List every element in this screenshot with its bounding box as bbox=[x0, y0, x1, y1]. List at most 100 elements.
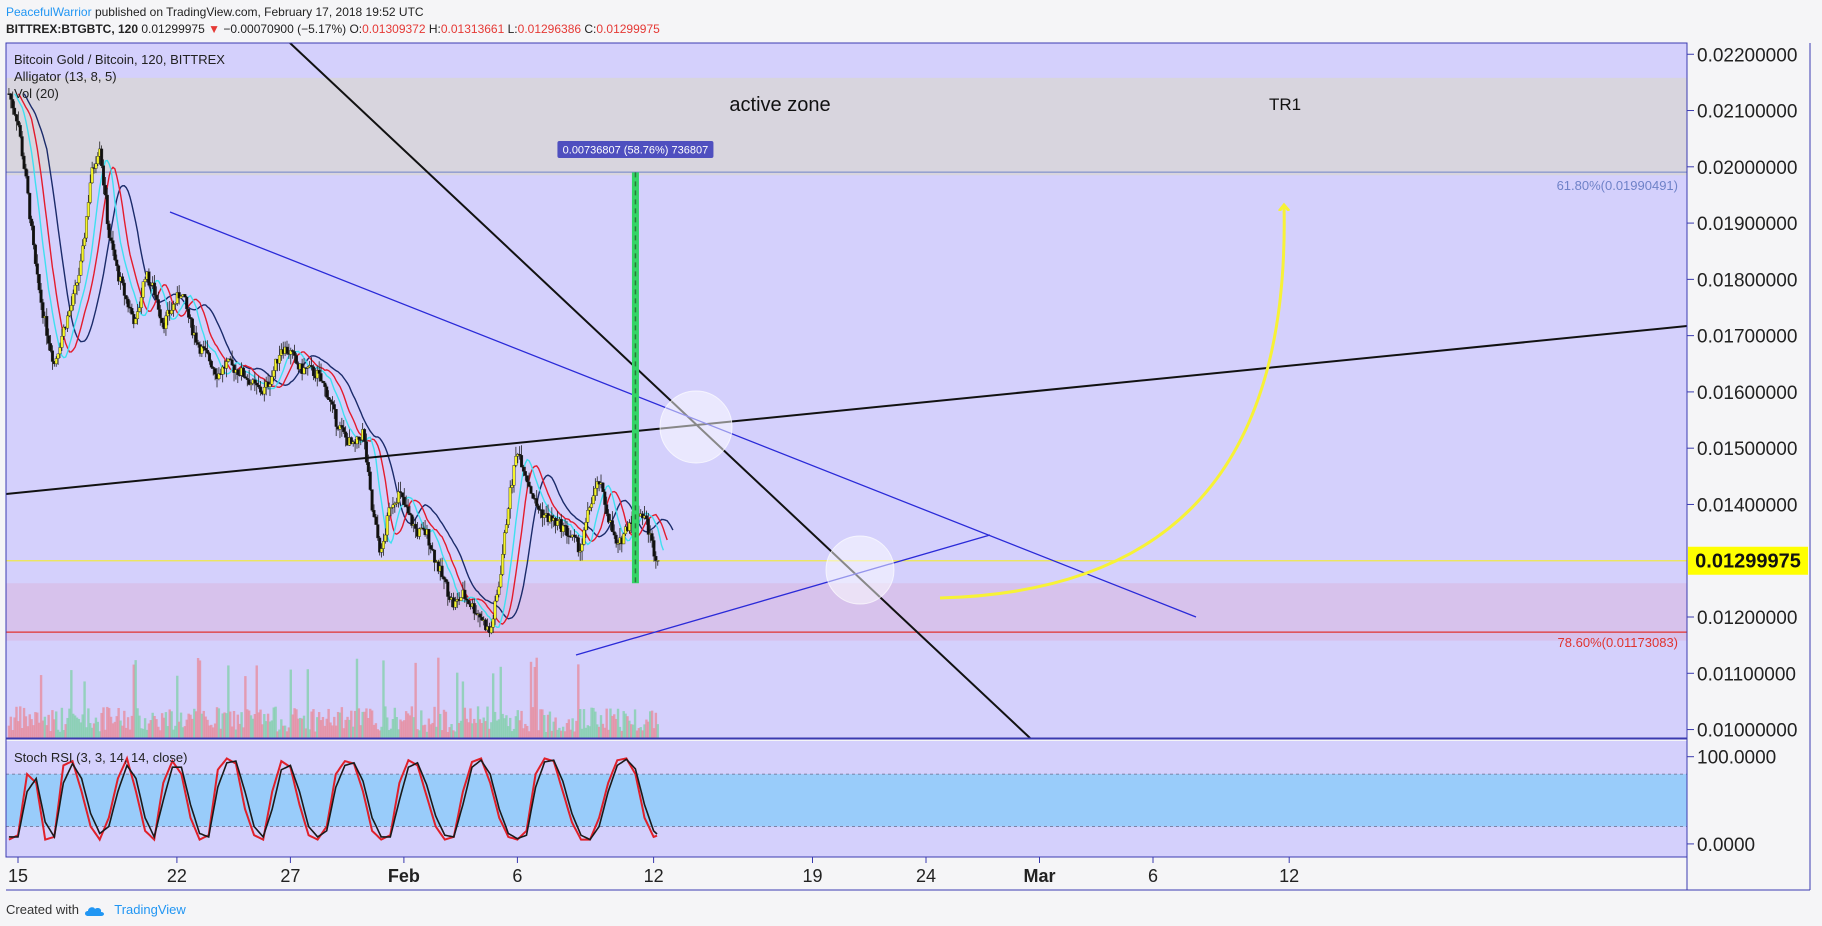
volume-bar bbox=[153, 716, 156, 738]
volume-bar bbox=[476, 706, 480, 738]
volume-bar bbox=[584, 727, 588, 738]
volume-bar bbox=[174, 725, 177, 738]
volume-bar bbox=[94, 717, 98, 738]
candle-body bbox=[173, 303, 177, 305]
volume-bar bbox=[196, 658, 200, 738]
candle-body bbox=[601, 482, 605, 493]
volume-bar bbox=[541, 709, 544, 738]
candle-body bbox=[9, 93, 13, 100]
volume-bar bbox=[544, 731, 548, 738]
price-chart[interactable]: 0.00736807 (58.76%) 736807 61.80%(0.0199… bbox=[0, 0, 1822, 895]
measure-label: 0.00736807 (58.76%) 736807 bbox=[557, 141, 714, 158]
volume-bar bbox=[622, 711, 625, 738]
candle-body bbox=[311, 366, 315, 376]
volume-bar bbox=[68, 708, 71, 738]
volume-bar bbox=[115, 716, 118, 738]
candle-body bbox=[128, 306, 132, 309]
volume-bar bbox=[317, 712, 321, 738]
volume-bar bbox=[221, 713, 224, 738]
volume-bar bbox=[505, 715, 508, 738]
volume-bar bbox=[297, 718, 300, 738]
price-axis[interactable]: 0.02200000 0.02100000 0.02000000 0.01900000… bbox=[1687, 45, 1797, 742]
last-price-value: 0.01299975 bbox=[1695, 551, 1801, 573]
stoch-rsi-legend: Stoch RSI (3, 3, 14, 14, close) bbox=[14, 750, 187, 765]
stoch-axis[interactable]: 100.0000 0.0000 bbox=[1687, 748, 1776, 856]
candle-body bbox=[171, 304, 175, 311]
time-axis[interactable]: 15 22 27 Feb 6 12 19 24 Mar 6 12 bbox=[8, 857, 1299, 886]
volume-bar bbox=[425, 731, 429, 738]
volume-bar bbox=[274, 706, 277, 738]
volume-bar bbox=[147, 723, 151, 738]
volume-bar bbox=[259, 709, 262, 738]
volume-bar bbox=[463, 707, 467, 738]
volume-bar bbox=[166, 726, 170, 738]
volume-bar bbox=[215, 707, 219, 738]
candle-body bbox=[499, 574, 503, 588]
volume-bar bbox=[493, 711, 497, 738]
candle-body bbox=[565, 525, 569, 537]
symbol-label: BITTREX:BTGBTC, 120 bbox=[6, 22, 139, 36]
volume-bar bbox=[397, 729, 400, 738]
candle-body bbox=[503, 532, 507, 555]
projection-arrow[interactable] bbox=[939, 205, 1284, 600]
volume-bar bbox=[367, 718, 370, 738]
candle-body bbox=[374, 516, 378, 525]
candle-body bbox=[397, 491, 401, 503]
volume-bar bbox=[501, 713, 504, 738]
descending-trendline-black[interactable] bbox=[289, 43, 1031, 738]
highlight-circle-bottom[interactable] bbox=[825, 535, 895, 605]
volume-bar bbox=[75, 717, 79, 738]
volume-bar bbox=[650, 710, 654, 738]
candle-body bbox=[334, 409, 338, 427]
tradingview-brand-link[interactable]: TradingView bbox=[114, 902, 186, 917]
candle-body bbox=[622, 533, 626, 545]
volume-bar bbox=[47, 714, 50, 738]
volume-bar bbox=[87, 708, 90, 738]
candle-body bbox=[385, 515, 389, 536]
candle-body bbox=[442, 576, 446, 580]
candle-body bbox=[293, 351, 297, 356]
candle-body bbox=[88, 182, 92, 203]
header-line-2: BITTREX:BTGBTC, 120 0.01299975 ▼ −0.0007… bbox=[6, 21, 1806, 38]
volume-bar bbox=[609, 708, 612, 738]
triangle-lower-trendline[interactable] bbox=[575, 534, 991, 656]
candle-body bbox=[321, 381, 325, 384]
candle-body bbox=[100, 148, 104, 166]
candlestick-series bbox=[7, 87, 660, 638]
volume-bar bbox=[24, 716, 28, 738]
candle-body bbox=[495, 594, 499, 602]
volume-bar bbox=[198, 660, 202, 738]
volume-bar bbox=[614, 718, 618, 738]
volume-bar bbox=[51, 710, 54, 738]
candle-body bbox=[417, 528, 421, 537]
volume-bar bbox=[41, 720, 45, 738]
candle-body bbox=[277, 355, 281, 364]
volume-bar bbox=[571, 718, 574, 738]
volume-bar bbox=[486, 706, 489, 738]
volume-bar bbox=[176, 675, 179, 738]
volume-bar bbox=[261, 724, 264, 738]
chart-drawings[interactable] bbox=[6, 43, 1687, 738]
volume-bar bbox=[246, 709, 249, 738]
volume-bar bbox=[648, 711, 652, 738]
volume-bar bbox=[331, 725, 334, 738]
volume-bar bbox=[393, 707, 397, 738]
volume-bar bbox=[567, 719, 571, 738]
volume-bar bbox=[92, 723, 96, 738]
author-link[interactable]: PeacefulWarrior bbox=[6, 5, 92, 19]
volume-bar bbox=[342, 728, 345, 738]
volume-bar bbox=[416, 729, 419, 738]
candle-body bbox=[96, 156, 100, 165]
candle-body bbox=[370, 489, 374, 511]
candle-body bbox=[47, 335, 51, 344]
volume-bar bbox=[474, 722, 478, 738]
open-value: 0.01309372 bbox=[362, 22, 426, 36]
highlight-circle-top[interactable] bbox=[659, 390, 733, 464]
chart-header: PeacefulWarrior published on TradingView… bbox=[6, 4, 1806, 40]
active-zone-label: active zone bbox=[729, 94, 830, 116]
candle-body bbox=[200, 346, 204, 354]
candle-body bbox=[274, 358, 278, 371]
volume-bar bbox=[151, 712, 154, 738]
ascending-trendline-black[interactable] bbox=[6, 325, 1687, 495]
measure-target-bar[interactable] bbox=[631, 172, 639, 584]
